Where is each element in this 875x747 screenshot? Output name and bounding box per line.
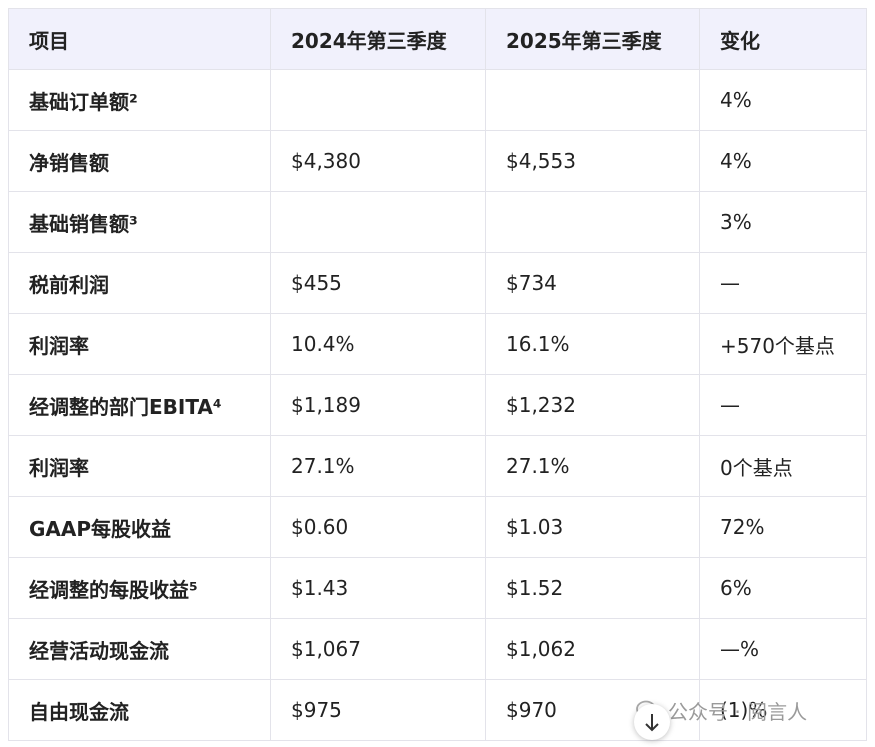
row-label: 税前利润 [8, 252, 271, 314]
table-row: 基础销售额³ 3% [8, 191, 867, 253]
row-label: 经营活动现金流 [8, 618, 271, 680]
scroll-down-button[interactable] [634, 704, 670, 740]
table-row: GAAP每股收益 $0.60 $1.03 72% [8, 496, 867, 558]
table-row: 经调整的每股收益⁵ $1.43 $1.52 6% [8, 557, 867, 619]
cell: $975 [270, 679, 486, 741]
cell: $1.03 [485, 496, 700, 558]
row-label: 经调整的每股收益⁵ [8, 557, 271, 619]
watermark-text: 公众号 · 阅言人 [668, 700, 808, 724]
table-row: 利润率 10.4% 16.1% +570个基点 [8, 313, 867, 375]
cell: 27.1% [485, 435, 700, 497]
cell: 72% [699, 496, 867, 558]
row-label: 经调整的部门EBITA⁴ [8, 374, 271, 436]
header-cell: 2025年第三季度 [485, 8, 700, 70]
table-row: 自由现金流 $975 $970 (1)% [8, 679, 867, 741]
row-label: 利润率 [8, 435, 271, 497]
table-row: 经营活动现金流 $1,067 $1,062 —% [8, 618, 867, 680]
cell: $0.60 [270, 496, 486, 558]
cell: —% [699, 618, 867, 680]
cell [270, 191, 486, 253]
cell [270, 69, 486, 131]
table-body: 基础订单额² 4% 净销售额 $4,380 $4,553 4% 基础销售额³ 3% 税前利润 $4… [8, 69, 867, 741]
header-cell: 变化 [699, 8, 867, 70]
cell: $1,232 [485, 374, 700, 436]
cell: 4% [699, 130, 867, 192]
cell: $1,067 [270, 618, 486, 680]
cell: 10.4% [270, 313, 486, 375]
cell: $1,062 [485, 618, 700, 680]
cell: 0个基点 [699, 435, 867, 497]
table-row: 经调整的部门EBITA⁴ $1,189 $1,232— [8, 374, 867, 436]
table-row: 利润率 27.1% 27.1% 0个基点 [8, 435, 867, 497]
cell: $1.43 [270, 557, 486, 619]
table-row: 税前利润 $455 $734— [8, 252, 867, 314]
cell: $4,380 [270, 130, 486, 192]
cell: 16.1% [485, 313, 700, 375]
row-label: 利润率 [8, 313, 271, 375]
cell: $1.52 [485, 557, 700, 619]
header-row: 项目 2024年第三季度 2025年第三季度 变化 [8, 8, 867, 70]
cell: $455 [270, 252, 486, 314]
cell: 4% [699, 69, 867, 131]
cell: $734 [485, 252, 700, 314]
table-row: 净销售额 $4,380 $4,553 4% [8, 130, 867, 192]
cell: — [699, 252, 867, 314]
row-label: 基础销售额³ [8, 191, 271, 253]
cell: $1,189 [270, 374, 486, 436]
cell [485, 191, 700, 253]
arrow-icon [645, 714, 659, 732]
cell: (1)% [699, 679, 867, 741]
cell [485, 69, 700, 131]
cell: $4,553 [485, 130, 700, 192]
table-row: 基础订单额² 4% [8, 69, 867, 131]
header-cell: 项目 [8, 8, 271, 70]
row-label: 基础订单额² [8, 69, 271, 131]
row-label: 净销售额 [8, 130, 271, 192]
cell: 6% [699, 557, 867, 619]
data-table: 项目 2024年第三季度 2025年第三季度 变化 基础订单额² 4% 净销售额 $4,38… [8, 8, 867, 741]
row-label: GAAP每股收益 [8, 496, 271, 558]
cell: 27.1% [270, 435, 486, 497]
header-cell: 2024年第三季度 [270, 8, 486, 70]
cell: 3% [699, 191, 867, 253]
cell: — [699, 374, 867, 436]
row-label: 自由现金流 [8, 679, 271, 741]
cell: +570个基点 [699, 313, 867, 375]
